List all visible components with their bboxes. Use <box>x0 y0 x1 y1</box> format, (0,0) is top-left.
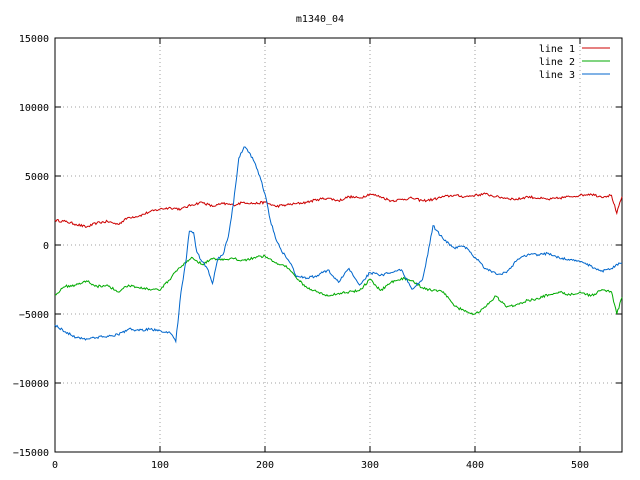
x-tick-label: 100 <box>151 460 169 471</box>
y-tick-label: −15000 <box>13 448 49 459</box>
series-line-1 <box>54 192 623 228</box>
y-axis-ticks: −15000 −10000 −5000 0 5000 10000 15000 <box>13 34 622 459</box>
x-axis-ticks: 0 100 200 300 400 500 <box>52 38 589 471</box>
grid-lines <box>55 38 622 452</box>
y-tick-label: −5000 <box>19 310 49 321</box>
chart-title: m1340_04 <box>296 14 344 25</box>
y-tick-label: 15000 <box>19 34 49 45</box>
y-tick-label: 10000 <box>19 103 49 114</box>
series-lines <box>54 146 623 344</box>
series-line-3 <box>54 146 623 344</box>
legend-label-3: line 3 <box>539 70 575 81</box>
legend-label-2: line 2 <box>539 57 575 68</box>
y-tick-label: 5000 <box>25 172 49 183</box>
y-tick-label: 0 <box>43 241 49 252</box>
series-line-2 <box>54 254 623 316</box>
x-tick-label: 0 <box>52 460 58 471</box>
plot-frame <box>54 37 623 453</box>
legend: line 1 line 2 line 3 <box>539 44 610 81</box>
x-tick-label: 500 <box>571 460 589 471</box>
x-tick-label: 200 <box>256 460 274 471</box>
legend-label-1: line 1 <box>539 44 575 55</box>
x-tick-label: 400 <box>466 460 484 471</box>
x-tick-label: 300 <box>361 460 379 471</box>
y-tick-label: −10000 <box>13 379 49 390</box>
